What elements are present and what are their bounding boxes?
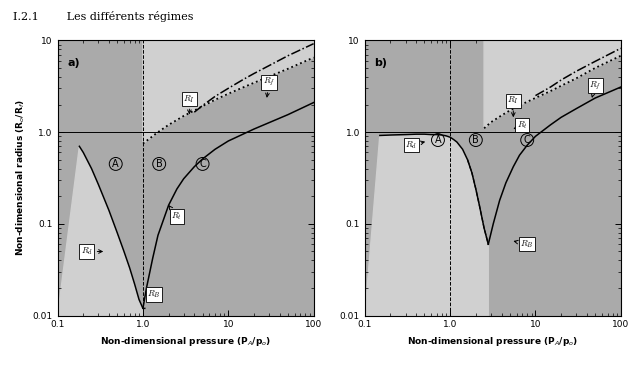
Text: $R_t$: $R_t$ <box>169 206 182 222</box>
Text: a): a) <box>67 58 80 68</box>
Text: $R_d$: $R_d$ <box>81 246 102 257</box>
Text: B: B <box>472 135 479 145</box>
Text: B: B <box>156 159 163 169</box>
Text: I.2.1        Les différents régimes: I.2.1 Les différents régimes <box>13 11 193 22</box>
Text: $R_d$: $R_d$ <box>405 139 424 151</box>
Polygon shape <box>58 40 145 316</box>
Polygon shape <box>484 40 621 128</box>
Text: A: A <box>435 135 441 145</box>
Text: $R_B$: $R_B$ <box>515 239 534 250</box>
Text: $R_f$: $R_f$ <box>263 76 275 97</box>
X-axis label: Non-dimensional pressure (P$_A$/p$_o$): Non-dimensional pressure (P$_A$/p$_o$) <box>407 335 579 348</box>
X-axis label: Non-dimensional pressure (P$_A$/p$_o$): Non-dimensional pressure (P$_A$/p$_o$) <box>100 335 271 348</box>
Text: C: C <box>524 135 531 145</box>
Text: $R_t$: $R_t$ <box>515 119 528 131</box>
Text: b): b) <box>374 58 388 68</box>
Polygon shape <box>143 40 314 143</box>
Text: C: C <box>199 159 206 169</box>
Text: $R_I$: $R_I$ <box>183 93 195 113</box>
Y-axis label: Non-dimensional radius (R$_o$/R$_f$): Non-dimensional radius (R$_o$/R$_f$) <box>15 99 27 257</box>
Text: $R_f$: $R_f$ <box>589 80 601 97</box>
Text: A: A <box>113 159 119 169</box>
Text: $R_I$: $R_I$ <box>508 95 519 116</box>
Polygon shape <box>365 40 488 316</box>
Text: $R_B$: $R_B$ <box>147 289 161 300</box>
